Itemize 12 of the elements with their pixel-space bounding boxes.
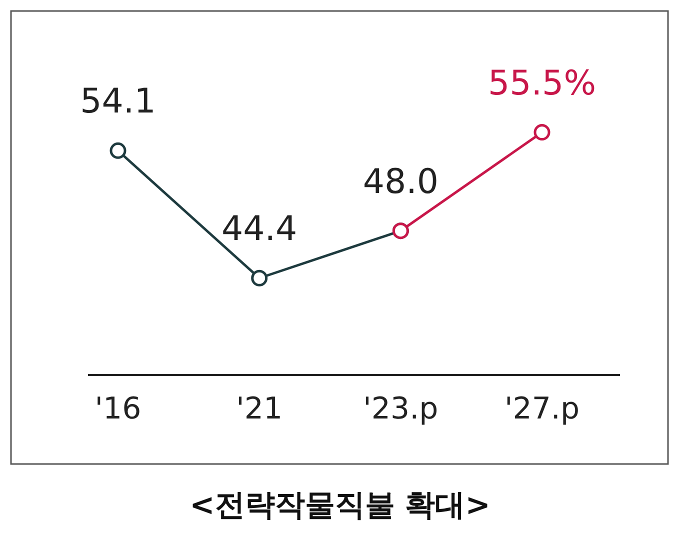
x-tick-label: '16 [94, 391, 142, 426]
data-label: 44.4 [221, 209, 298, 250]
data-label: 55.5% [488, 63, 596, 104]
point [110, 142, 126, 159]
x-tick-label: '21 [236, 391, 283, 426]
point [534, 124, 550, 141]
x-tick-label: '23.p [363, 391, 438, 426]
text: <전략작물직불 확대> [190, 488, 490, 523]
point [251, 270, 268, 286]
data-label: 48.0 [362, 162, 439, 202]
x-tick-label: '27.p [504, 391, 580, 426]
data-label: 54.1 [80, 82, 156, 122]
